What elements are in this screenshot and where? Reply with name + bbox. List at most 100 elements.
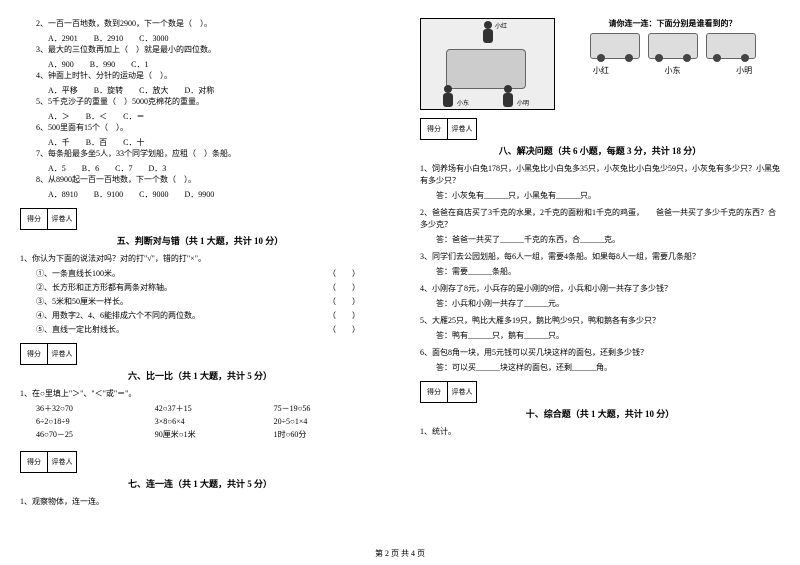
q4-text: 4、钟面上时针、分针的运动是（ ）。 <box>20 70 380 82</box>
q4-d: D．对称 <box>184 86 214 95</box>
s8-q5: 5、大雁25只，鸭比大雁多19只，鹅比鸭少9只，鸭和鹅各有多少只？ <box>420 315 780 327</box>
q3-text: 3、最大的三位数再加上（ ）就是最小的四位数。 <box>20 44 380 56</box>
illust-title: 请你连一连：下面分别是谁看到的？ <box>565 18 780 29</box>
name2: 小东 <box>664 65 680 76</box>
section5-title: 五、判断对与错（共 1 大题，共计 10 分） <box>20 234 380 247</box>
q2-b: B．2910 <box>94 34 123 43</box>
grader-label: 评卷人 <box>47 343 77 365</box>
s5-1: ①、一条直线长100米。 （ ） <box>20 268 380 279</box>
person-left-icon <box>441 85 455 107</box>
s5-2-text: ②、长方形和正方形都有两条对称轴。 <box>36 282 172 293</box>
q2-c: C．3000 <box>139 34 168 43</box>
q6-text: 6、500里面有15个（ ）。 <box>20 122 380 134</box>
s5-3: ③、5米和50厘米一样长。 （ ） <box>20 296 380 307</box>
q3-a: A．900 <box>48 60 74 69</box>
s8-q6: 6、面包8角一块，用5元钱可以买几块这样的面包，还剩多少钱？ <box>420 347 780 359</box>
right-column: 小红 小东 小明 请你连一连：下面分别是谁看到的？ 小红 小东 小明 得分 评卷… <box>400 0 800 565</box>
illustration-box: 小红 小东 小明 请你连一连：下面分别是谁看到的？ 小红 小东 小明 <box>420 18 780 110</box>
q7-d: D．3 <box>148 164 166 173</box>
paren: （ ） <box>328 296 360 307</box>
s6-r3c1: 46○70－25 <box>20 429 139 440</box>
page-footer: 第 2 页 共 4 页 <box>0 548 800 559</box>
score-box-10: 得分 评卷人 <box>420 381 780 403</box>
s6-r1c3: 75－19○56 <box>258 403 377 414</box>
s6-r1c1: 36＋32○70 <box>20 403 139 414</box>
s8-a5: 答：鸭有______只，鹅有______只。 <box>420 330 780 341</box>
q8-d: D．9900 <box>184 190 214 199</box>
score-label: 得分 <box>20 208 48 230</box>
q3-c: C．1 <box>131 60 148 69</box>
q2-a: A．2901 <box>48 34 78 43</box>
score-label: 得分 <box>420 118 448 140</box>
q7-b: B．6 <box>82 164 99 173</box>
s5-3-text: ③、5米和50厘米一样长。 <box>36 296 128 307</box>
q7-text: 7、每条船最多坐5人，33个同学划船，应租（ ）条船。 <box>20 148 380 160</box>
s5-intro: 1、你认为下面的说法对吗？对的打"√"，错的打"×"。 <box>20 253 380 265</box>
q4-a: A．平移 <box>48 86 78 95</box>
scene-illustration: 小红 小东 小明 <box>420 18 555 110</box>
s10-q1: 1、统计。 <box>420 426 780 438</box>
grader-label: 评卷人 <box>447 381 477 403</box>
vehicle-view-1-icon <box>590 33 640 59</box>
q8-choices: A．8910 B．9100 C．9000 D．9900 <box>20 189 380 200</box>
s8-q2: 2、爸爸在商店买了3千克的水果，2千克的面粉和1千克的鸡蛋， 爸爸一共买了多少千… <box>420 207 780 231</box>
s6-row3: 46○70－25 90厘米○1米 1时○60分 <box>20 429 380 443</box>
s5-5-text: ⑤、直线一定比射线长。 <box>36 324 124 335</box>
s6-r2c3: 20÷5○1×4 <box>258 417 377 426</box>
score-box-6: 得分 评卷人 <box>20 343 380 365</box>
score-label: 得分 <box>20 451 48 473</box>
s6-r3c2: 90厘米○1米 <box>139 429 258 440</box>
s6-r2c2: 3×8○6×4 <box>139 417 258 426</box>
q7-choices: A．5 B．6 C．7 D．3 <box>20 163 380 174</box>
score-label: 得分 <box>20 343 48 365</box>
section6-title: 六、比一比（共 1 大题，共计 5 分） <box>20 369 380 382</box>
q5-choices: A．＞ B．＜ C．＝ <box>20 111 380 122</box>
s8-q1: 1、饲养场有小白兔178只，小黑兔比小白兔多35只，小灰兔比小白兔少59只，小灰… <box>420 163 780 187</box>
s8-q4: 4、小刚存了8元，小兵存的是小刚的9倍，小兵和小刚一共存了多少钱？ <box>420 283 780 295</box>
vehicle-row <box>565 33 780 59</box>
q8-c: C．9000 <box>139 190 168 199</box>
s8-a6: 答：可以买______块这样的面包，还剩______角。 <box>420 362 780 373</box>
section7-title: 七、连一连（共 1 大题，共计 5 分） <box>20 477 380 490</box>
q8-a: A．8910 <box>48 190 78 199</box>
s6-r2c1: 6÷2○18÷9 <box>20 417 139 426</box>
person-top-icon <box>481 21 495 43</box>
paren: （ ） <box>328 282 360 293</box>
paren: （ ） <box>328 310 360 321</box>
q7-c: C．7 <box>115 164 132 173</box>
s5-5: ⑤、直线一定比射线长。 （ ） <box>20 324 380 335</box>
q6-a: A．千 <box>48 138 70 147</box>
q6-choices: A．千 B．百 C．十 <box>20 137 380 148</box>
s8-a2: 答：爸爸一共买了______千克的东西，合______克。 <box>420 234 780 245</box>
section8-title: 八、解决问题（共 6 小题，每题 3 分，共计 18 分） <box>420 144 780 157</box>
name1: 小红 <box>593 65 609 76</box>
s6-r3c3: 1时○60分 <box>258 429 377 440</box>
label-top: 小红 <box>495 21 507 30</box>
grader-label: 评卷人 <box>447 118 477 140</box>
paren: （ ） <box>328 268 360 279</box>
score-label: 得分 <box>420 381 448 403</box>
label-left: 小东 <box>457 98 469 107</box>
q5-b: B．＜ <box>86 112 107 121</box>
q4-choices: A．平移 B．旋转 C．放大 D．对称 <box>20 85 380 96</box>
q5-text: 5、5千克沙子的重量（ ）5000克棉花的重量。 <box>20 96 380 108</box>
vehicle-view-3-icon <box>706 33 756 59</box>
score-box-8: 得分 评卷人 <box>420 118 780 140</box>
grader-label: 评卷人 <box>47 208 77 230</box>
section10-title: 十、综合题（共 1 大题，共计 10 分） <box>420 407 780 420</box>
s5-1-text: ①、一条直线长100米。 <box>36 268 120 279</box>
q5-c: C．＝ <box>123 112 144 121</box>
s8-a3: 答：需要______条船。 <box>420 266 780 277</box>
s5-4: ④、用数字2、4、6能排成六个不同的两位数。（ ） <box>20 310 380 321</box>
q7-a: A．5 <box>48 164 66 173</box>
score-box-7: 得分 评卷人 <box>20 451 380 473</box>
q8-b: B．9100 <box>94 190 123 199</box>
q4-b: B．旋转 <box>94 86 123 95</box>
car-icon <box>446 49 526 89</box>
grader-label: 评卷人 <box>47 451 77 473</box>
q2-text: 2、一百一百地数，数到2900，下一个数是（ ）。 <box>20 18 380 30</box>
paren: （ ） <box>328 324 360 335</box>
q5-a: A．＞ <box>48 112 70 121</box>
label-right: 小明 <box>517 98 529 107</box>
s7-q1: 1、观察物体，连一连。 <box>20 496 380 508</box>
